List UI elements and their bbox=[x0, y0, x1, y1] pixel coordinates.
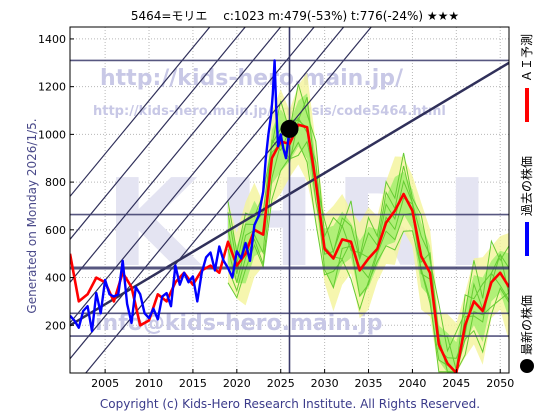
x-tick-label: 2025 bbox=[267, 377, 295, 390]
trend-channel-line bbox=[70, 27, 282, 283]
trend-channel-line bbox=[70, 27, 211, 197]
y-tick-label: 200 bbox=[45, 319, 66, 332]
legend-latest-swatch bbox=[520, 359, 534, 373]
history-line bbox=[70, 59, 291, 333]
footer-copyright: Copyright (c) Kids-Hero Research Institu… bbox=[100, 397, 480, 411]
forecast-scenario-line bbox=[227, 141, 509, 373]
x-tick-label: 2035 bbox=[355, 377, 383, 390]
trend-channel-line bbox=[70, 27, 246, 240]
x-tick-label: 2030 bbox=[311, 377, 339, 390]
y-tick-label: 1400 bbox=[38, 33, 66, 46]
latest-price-dot bbox=[280, 119, 299, 138]
x-tick-label: 2010 bbox=[135, 377, 163, 390]
chart-title: 5464=モリエ c:1023 m:479(-53%) t:776(-24%) … bbox=[131, 9, 459, 23]
url-small-watermark: http://kids-hero.main.jp/analysis/code54… bbox=[93, 104, 446, 119]
forecast-scenario-line bbox=[227, 83, 509, 353]
y-tick-label: 1000 bbox=[38, 128, 66, 141]
legend-latest-label: 最新の株価 bbox=[519, 295, 534, 355]
x-tick-label: 2015 bbox=[179, 377, 207, 390]
forecast-line bbox=[70, 123, 509, 373]
y-tick-label: 400 bbox=[45, 272, 66, 285]
forecast-scenario-line bbox=[227, 140, 509, 373]
forecast-band-outer bbox=[228, 72, 509, 373]
y-tick-label: 800 bbox=[45, 176, 66, 189]
x-tick-label: 2050 bbox=[486, 377, 514, 390]
side-generated-label: Generated on Monday 2026/1/5. bbox=[25, 118, 39, 313]
x-tick-label: 2020 bbox=[223, 377, 251, 390]
x-tick-label: 2005 bbox=[91, 377, 119, 390]
x-tick-label: 2040 bbox=[398, 377, 426, 390]
legend-forecast-label: ＡＩ予測 bbox=[520, 34, 534, 82]
x-tick-label: 2045 bbox=[442, 377, 470, 390]
legend-history-label: 過去の株価 bbox=[519, 156, 534, 216]
url-watermark: http://kids-hero.main.jp/ bbox=[100, 66, 404, 91]
y-tick-label: 600 bbox=[45, 224, 66, 237]
y-tick-label: 1200 bbox=[38, 81, 66, 94]
